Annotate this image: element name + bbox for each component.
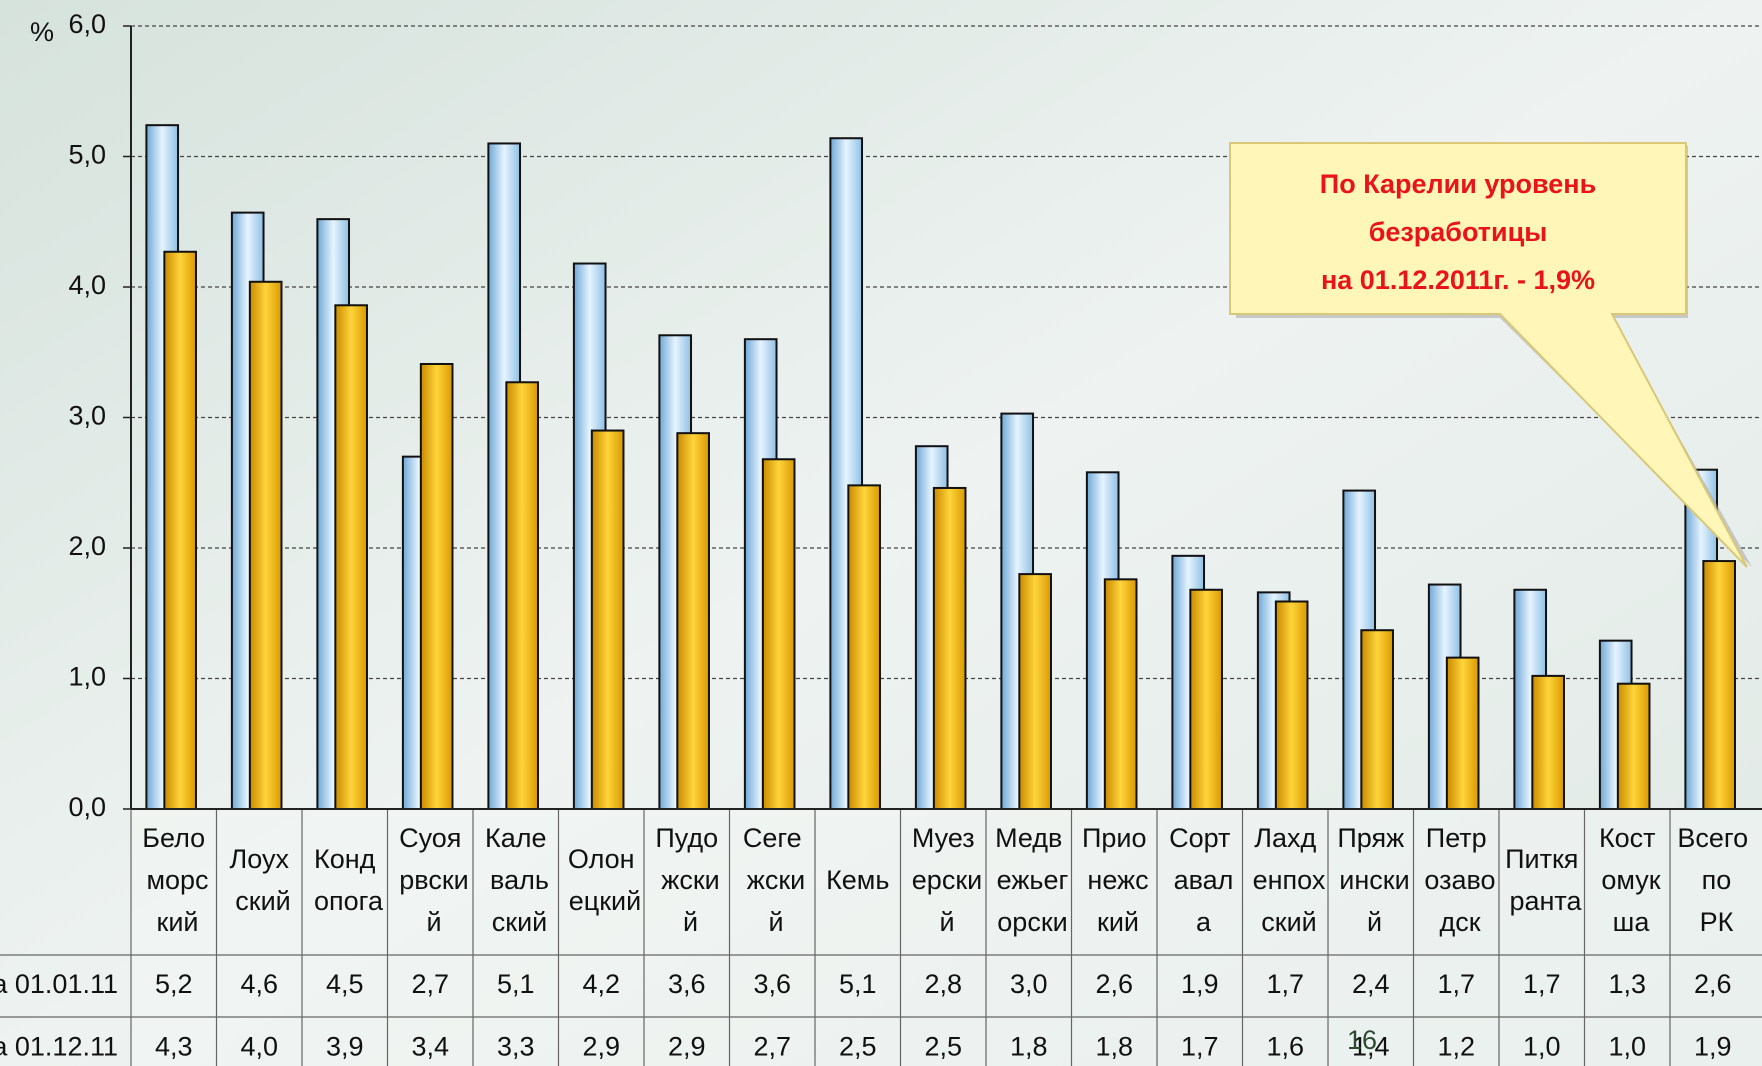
- table-value: 3,3: [497, 1032, 535, 1062]
- bar: [1018, 573, 1052, 810]
- y-tick-label: 1,0: [68, 662, 106, 692]
- x-tick-label: Конд опога: [307, 844, 384, 916]
- x-tick-label: Петр озаво дск: [1417, 823, 1496, 937]
- table-value: 5,1: [839, 969, 877, 999]
- x-tick-label: Олон ецкий: [561, 844, 641, 916]
- legend-label: на 01.12.11: [0, 1032, 118, 1062]
- bar: [1189, 588, 1223, 811]
- bar: [248, 280, 283, 810]
- table-value: 2,7: [753, 1032, 791, 1062]
- table-value: 1,8: [1095, 1032, 1133, 1062]
- y-tick-label: 0,0: [68, 792, 106, 822]
- y-tick-label: 4,0: [68, 270, 106, 300]
- bar: [1360, 629, 1394, 811]
- annotation: По Карелии уровень: [1320, 169, 1596, 199]
- x-tick-label: Пудо жски й: [654, 823, 720, 937]
- table-value: 2,9: [668, 1032, 706, 1062]
- table-value: 4,0: [240, 1032, 278, 1062]
- x-tick-label: Медв ежьег орски: [989, 823, 1068, 937]
- x-tick-label: Пряж ински й: [1332, 823, 1410, 937]
- table-value: 2,9: [582, 1032, 620, 1062]
- table-value: 1,7: [1181, 1032, 1219, 1062]
- bar: [1103, 578, 1138, 810]
- y-tick-label: 2,0: [68, 531, 106, 561]
- table-value: 3,0: [1010, 969, 1048, 999]
- annotation: безработицы: [1369, 217, 1548, 247]
- x-tick-label: Сорт авал а: [1166, 823, 1233, 937]
- bar: [1531, 674, 1565, 811]
- bar: [847, 484, 881, 810]
- table-value: 2,5: [924, 1032, 962, 1062]
- table-value: 1,9: [1694, 1032, 1732, 1062]
- table-value: 2,5: [839, 1032, 877, 1062]
- table-value: 1,9: [1181, 969, 1219, 999]
- table-value: 1,7: [1437, 969, 1475, 999]
- table-value: 1,0: [1523, 1032, 1561, 1062]
- table-value: 4,3: [155, 1032, 193, 1062]
- table-value: 1,0: [1608, 1032, 1646, 1062]
- bar: [505, 381, 539, 810]
- bar: [1702, 560, 1736, 810]
- callout: [1229, 142, 1748, 568]
- x-tick-label: Лоух ский: [228, 844, 291, 916]
- y-tick-label: 3,0: [68, 401, 106, 431]
- x-tick-label: Всего по РК: [1677, 823, 1748, 937]
- table-value: 1,8: [1010, 1032, 1048, 1062]
- table-value: 1,7: [1266, 969, 1304, 999]
- page-number: 16: [1347, 1025, 1377, 1055]
- table-value: 2,6: [1095, 969, 1133, 999]
- bar: [163, 250, 197, 810]
- bar: [676, 432, 710, 810]
- x-tick-label: Муез ерски й: [904, 823, 982, 937]
- bar: [1274, 600, 1309, 810]
- x-tick-label: Лахд енпох ский: [1245, 823, 1326, 937]
- x-tick-label: Кале валь ский: [483, 823, 549, 937]
- bar: [1445, 656, 1480, 810]
- table-value: 3,6: [668, 969, 706, 999]
- table-value: 1,3: [1608, 969, 1646, 999]
- y-tick-label: 5,0: [68, 140, 106, 170]
- table-value: 4,5: [326, 969, 364, 999]
- x-tick-label: Бело морс кий: [139, 823, 209, 937]
- annotation: на 01.12.2011г. - 1,9%: [1321, 265, 1595, 295]
- table-value: 2,8: [924, 969, 962, 999]
- x-tick-label: Прио нежс кий: [1080, 823, 1149, 937]
- table-value: 4,6: [240, 969, 278, 999]
- y-tick-label: 6,0: [68, 9, 106, 39]
- bar: [761, 458, 796, 810]
- x-tick-label: Суоя рвски й: [392, 823, 469, 937]
- table-value: 3,9: [326, 1032, 364, 1062]
- bar: [932, 486, 967, 810]
- table-value: 2,7: [411, 969, 449, 999]
- bar: [334, 304, 368, 810]
- x-tick-label: Кост омук ша: [1594, 823, 1661, 937]
- x-tick-label: Питкя ранта: [1502, 844, 1583, 916]
- table-value: 1,6: [1266, 1032, 1304, 1062]
- x-tick-label: Сеге жски й: [739, 823, 805, 937]
- table-value: 3,4: [411, 1032, 449, 1062]
- table-value: 1,2: [1437, 1032, 1475, 1062]
- table-value: 3,6: [753, 969, 791, 999]
- table-value: 2,6: [1694, 969, 1732, 999]
- y-axis-label: %: [30, 17, 54, 47]
- table-value: 4,2: [582, 969, 620, 999]
- table-value: 5,1: [497, 969, 535, 999]
- bar: [419, 362, 454, 810]
- x-tick-label: Кемь: [826, 865, 889, 895]
- table-value: 5,2: [155, 969, 193, 999]
- legend-label: на 01.01.11: [0, 969, 118, 999]
- table-value: 2,4: [1352, 969, 1390, 999]
- bar: [590, 429, 625, 810]
- table: [131, 809, 1762, 1066]
- table-value: 1,7: [1523, 969, 1561, 999]
- bar: [1616, 682, 1651, 810]
- table-value: 1,4: [1352, 1032, 1390, 1062]
